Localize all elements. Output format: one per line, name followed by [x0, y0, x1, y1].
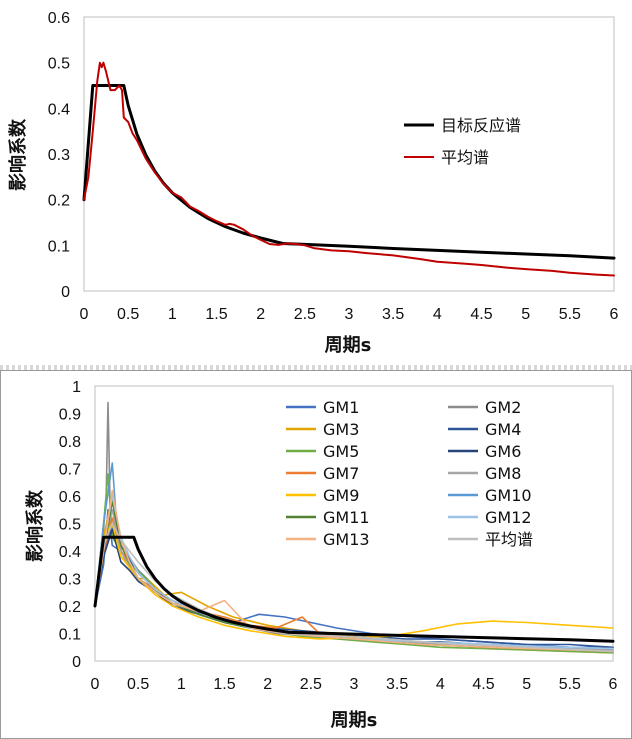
- top-chart-x-tick-label: 2: [256, 306, 265, 323]
- legend-label-GM11: GM11: [323, 508, 370, 527]
- legend-label-GM9: GM9: [323, 486, 359, 505]
- bottom-chart-y-tick-label: 0.1: [59, 627, 81, 644]
- bottom-chart-series-line-target: [93, 535, 615, 643]
- legend-label-GM5: GM5: [323, 442, 359, 461]
- bottom-chart: 0 0.5 1 1.5 2 2.5 3 3.5 4 4.5 5 5.5 6 0 0.1 0.2 0.3 0.4 0.…: [24, 379, 618, 731]
- top-chart-x-tick-label: 6: [610, 306, 619, 323]
- bottom-chart-y-tick-label: 0.3: [59, 572, 81, 589]
- bottom-chart-y-tick-label: 1: [72, 379, 81, 396]
- top-chart-x-tick-label: 0.5: [117, 306, 139, 323]
- legend-label-GM13: GM13: [323, 530, 370, 549]
- top-chart-x-tick-label: 1.5: [205, 306, 227, 323]
- bottom-chart-x-tick-label: 1: [177, 676, 186, 693]
- top-chart-x-tick-label: 3: [345, 306, 354, 323]
- legend-label-GM4: GM4: [485, 420, 521, 439]
- bottom-chart-x-tick-label: 5.5: [559, 676, 581, 693]
- bottom-chart-y-tick-label: 0.7: [59, 462, 81, 479]
- top-chart-x-tick-label: 4.5: [470, 306, 492, 323]
- bottom-chart-x-tick-label: 0.5: [127, 676, 149, 693]
- top-chart-y-tick-label: 0.4: [48, 101, 70, 118]
- legend-label-GM1: GM1: [323, 398, 359, 417]
- bottom-chart-x-tick-label: 6: [609, 676, 618, 693]
- top-chart-x-tick-label: 1: [168, 306, 177, 323]
- top-chart-x-tick-label: 3.5: [382, 306, 404, 323]
- top-chart-series-line-目标反应谱: [82, 84, 616, 260]
- legend-label-GM8: GM8: [485, 464, 521, 483]
- bottom-chart-y-tick-label: 0.6: [59, 489, 81, 506]
- top-chart-series-line-平均谱: [83, 61, 615, 277]
- bottom-chart-x-tick-label: 0: [91, 676, 100, 693]
- top-chart-x-axis-title: 周期s: [325, 335, 372, 356]
- bottom-chart-series-line-GM13: [94, 489, 614, 653]
- legend-label-GM6: GM6: [485, 442, 521, 461]
- bottom-chart-y-tick-label: 0.2: [59, 599, 81, 616]
- legend-label-GM2: GM2: [485, 398, 521, 417]
- top-chart-x-tick-label: 0: [80, 306, 89, 323]
- bottom-chart-y-tick-label: 0.4: [59, 544, 81, 561]
- bottom-chart-y-tick-label: 0.5: [59, 517, 81, 534]
- panel-separator: [0, 365, 632, 370]
- bottom-chart-x-tick-label: 4: [436, 676, 445, 693]
- bottom-chart-y-tick-label: 0.9: [59, 407, 81, 424]
- legend-label-mean-spectrum: 平均谱: [441, 148, 489, 167]
- bottom-chart-panel: 0 0.5 1 1.5 2 2.5 3 3.5 4 4.5 5 5.5 6 0 0.1 0.2 0.3 0.4 0.…: [0, 370, 632, 739]
- bottom-chart-x-tick-label: 5: [522, 676, 531, 693]
- bottom-chart-series-line-GM9: [94, 522, 614, 640]
- top-chart-y-axis-title: 影响系数: [7, 118, 29, 191]
- legend-label-平均谱: 平均谱: [485, 530, 533, 549]
- bottom-chart-x-axis-title: 周期s: [331, 710, 378, 731]
- top-chart-y-tick-label: 0.3: [48, 147, 70, 164]
- legend-label-GM7: GM7: [323, 464, 359, 483]
- top-chart-y-tick-label: 0.1: [48, 238, 70, 255]
- bottom-chart-x-tick-label: 2.5: [300, 676, 322, 693]
- bottom-chart-plot-area: 0 0.5 1 1.5 2 2.5 3 3.5 4 4.5 5 5.5 6 0 0.1 0.2 0.3 0.4 0.…: [59, 379, 618, 693]
- legend-label-GM3: GM3: [323, 420, 359, 439]
- top-chart-x-tick-label: 2.5: [294, 306, 316, 323]
- top-chart: 0 0.5 1 1.5 2 2.5 3 3.5 4 4.5 5 5.5 6 0 0.1 0.2 0.3 0.4 0.…: [7, 10, 619, 356]
- top-chart-x-tick-label: 5: [521, 306, 530, 323]
- top-chart-panel: 0 0.5 1 1.5 2 2.5 3 3.5 4 4.5 5 5.5 6 0 0.1 0.2 0.3 0.4 0.…: [0, 0, 632, 365]
- top-chart-y-tick-label: 0.5: [48, 56, 70, 73]
- bottom-chart-x-tick-label: 3.5: [386, 676, 408, 693]
- top-chart-legend: 目标反应谱 平均谱: [379, 103, 566, 181]
- top-chart-y-tick-label: 0.6: [48, 10, 70, 27]
- bottom-chart-legend: GM1 GM2 GM3 GM4 GM5 GM6 GM7 GM8 GM9 GM10 GM11 GM12 G…: [270, 394, 598, 552]
- top-chart-plot-area: 0 0.5 1 1.5 2 2.5 3 3.5 4 4.5 5 5.5 6 0 0.1 0.2 0.3 0.4 0.…: [48, 10, 619, 323]
- top-chart-y-tick-label: 0.2: [48, 193, 70, 210]
- bottom-chart-y-tick-label: 0: [72, 654, 81, 671]
- bottom-chart-y-axis-title: 影响系数: [24, 489, 46, 562]
- bottom-chart-x-tick-label: 4.5: [472, 676, 494, 693]
- legend-label-GM12: GM12: [485, 508, 532, 527]
- bottom-chart-y-tick-label: 0.8: [59, 434, 81, 451]
- top-chart-x-tick-label: 5.5: [559, 306, 581, 323]
- top-chart-x-tick-label: 4: [433, 306, 442, 323]
- bottom-chart-x-tick-label: 2: [263, 676, 272, 693]
- bottom-chart-x-tick-label: 3: [350, 676, 359, 693]
- legend-label-GM10: GM10: [485, 486, 532, 505]
- legend-label-target-spectrum: 目标反应谱: [441, 116, 521, 135]
- top-chart-y-tick-label: 0: [61, 284, 70, 301]
- bottom-chart-x-tick-label: 1.5: [213, 676, 235, 693]
